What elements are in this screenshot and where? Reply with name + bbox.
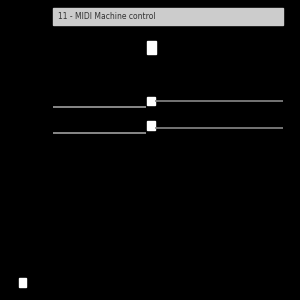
Bar [147,40,156,54]
Bar [147,121,154,130]
Bar [19,278,26,286]
Bar [53,8,283,25]
Text: 11 - MIDI Machine control: 11 - MIDI Machine control [58,12,155,21]
Bar [147,97,154,105]
